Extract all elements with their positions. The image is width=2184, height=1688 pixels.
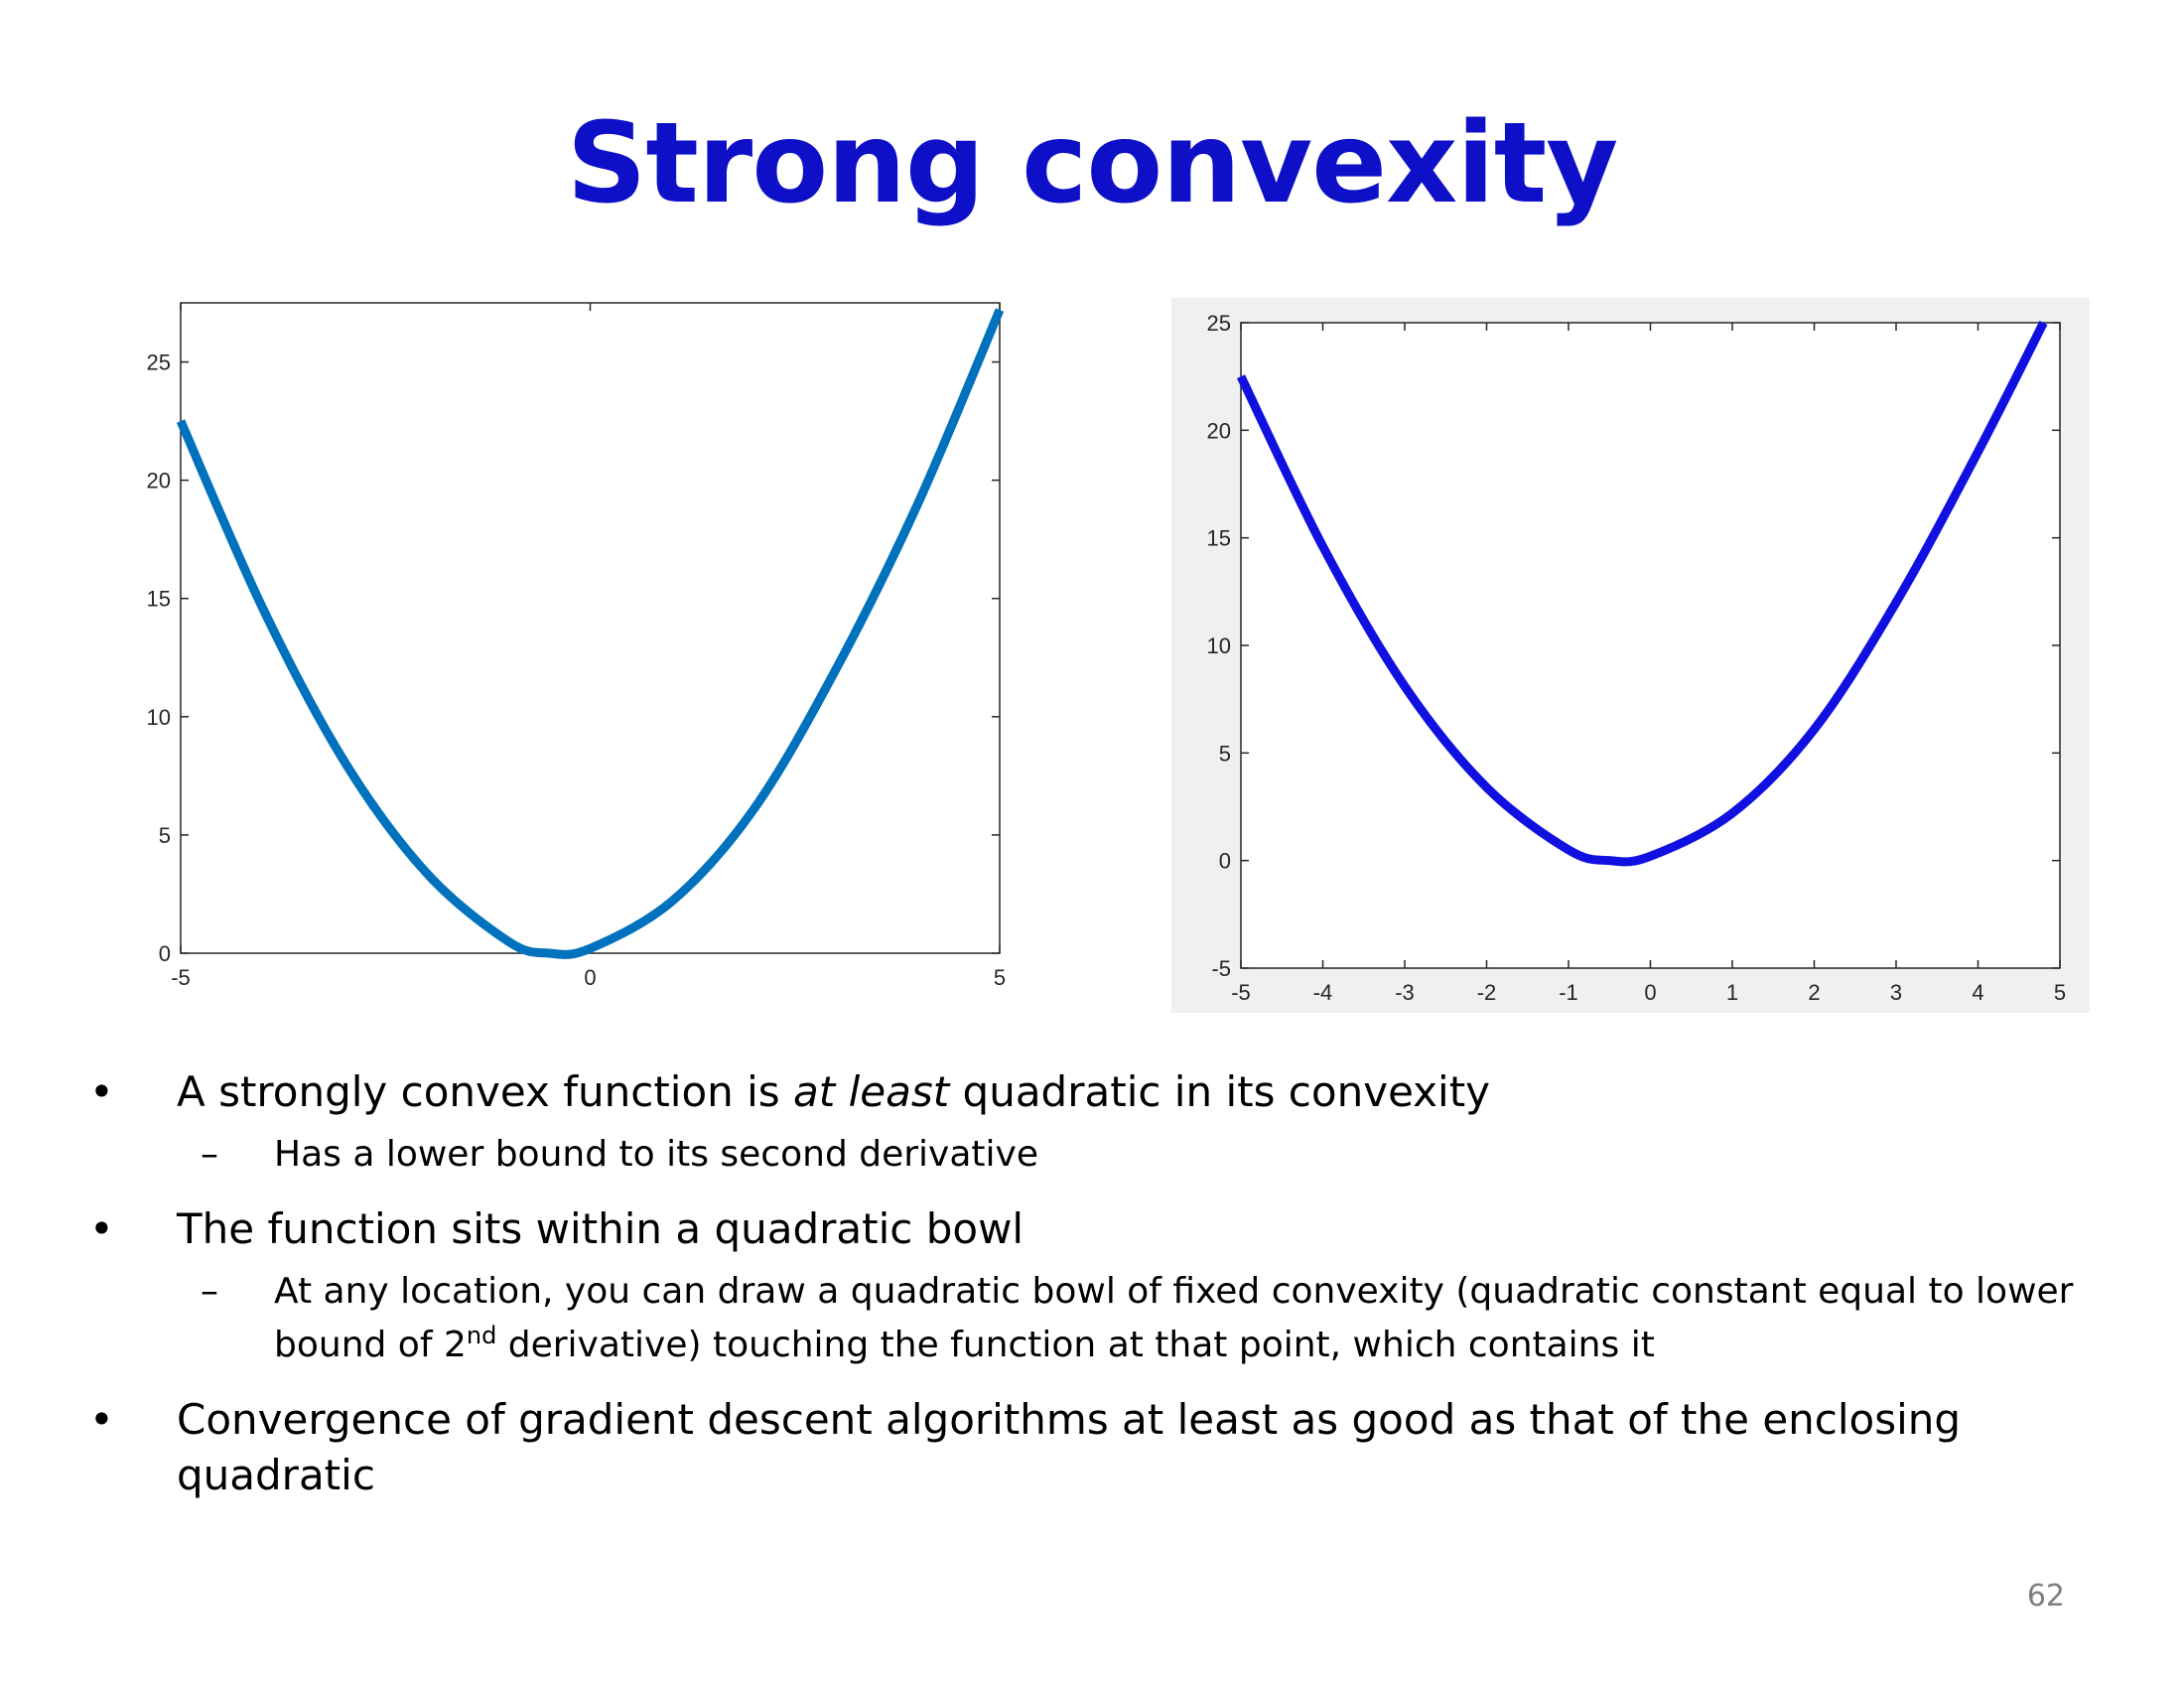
bullet-emphasis: at least xyxy=(793,1067,950,1116)
x-tick-label: 0 xyxy=(584,965,596,990)
x-tick-label: 5 xyxy=(2054,980,2066,1005)
series-line xyxy=(176,308,1005,959)
y-tick-label: 5 xyxy=(1219,741,1231,766)
x-tick-label: -5 xyxy=(1231,980,1251,1005)
bullet-text: The function sits within a quadratic bow… xyxy=(177,1204,1024,1253)
y-tick-label: 5 xyxy=(159,823,171,848)
dash-symbol: – xyxy=(201,1134,218,1175)
y-tick-label: 20 xyxy=(1207,418,1231,443)
sub-bullet-item: – Has a lower bound to its second deriva… xyxy=(89,1128,2105,1182)
sub-bullet-item: – At any location, you can draw a quadra… xyxy=(89,1265,2105,1372)
y-tick-label: 10 xyxy=(1207,633,1231,658)
dash-symbol: – xyxy=(201,1271,218,1312)
series-line xyxy=(1236,320,2048,867)
x-tick-label: -5 xyxy=(171,965,191,990)
x-tick-label: 5 xyxy=(994,965,1006,990)
x-tick-label: 2 xyxy=(1808,980,1820,1005)
page-number: 62 xyxy=(2026,1579,2065,1614)
bullet-item: • The function sits within a quadratic b… xyxy=(89,1201,2105,1257)
x-tick-label: 0 xyxy=(1644,980,1656,1005)
superscript: nd xyxy=(466,1322,497,1349)
bullet-text: Convergence of gradient descent algorith… xyxy=(177,1395,1962,1499)
bullet-item: • A strongly convex function is at least… xyxy=(89,1064,2105,1120)
sub-bullet-text: derivative) touching the function at tha… xyxy=(496,1325,1655,1365)
plot-area xyxy=(180,302,1001,954)
y-tick-label: 15 xyxy=(1207,526,1231,551)
bullet-symbol: • xyxy=(89,1067,114,1116)
bullet-list: • A strongly convex function is at least… xyxy=(89,1064,2105,1511)
x-tick-label: -4 xyxy=(1313,980,1333,1005)
sub-bullet-text: Has a lower bound to its second derivati… xyxy=(274,1134,1038,1175)
y-tick-label: 10 xyxy=(147,705,171,730)
slide-title: Strong convexity xyxy=(566,99,1619,228)
y-tick-label: 0 xyxy=(1219,849,1231,874)
bullet-item: • Convergence of gradient descent algori… xyxy=(89,1392,2105,1503)
y-tick-label: 20 xyxy=(147,469,171,493)
bullet-text: quadratic in its convexity xyxy=(949,1067,1491,1116)
x-tick-label: 1 xyxy=(1726,980,1738,1005)
x-tick-label: 3 xyxy=(1890,980,1902,1005)
y-tick-label: 25 xyxy=(147,351,171,375)
x-tick-label: -3 xyxy=(1395,980,1415,1005)
y-tick-label: 0 xyxy=(159,941,171,966)
chart-right: -5 -4 -3 -2 -1 0 1 2 3 4 5 -5 0 5 10 15 20 25 xyxy=(1171,298,2090,1013)
y-tick-label: 15 xyxy=(147,587,171,612)
sub-bullet-text: At any location, you can draw a quadrati… xyxy=(274,1271,2074,1365)
plot-area xyxy=(1240,322,2061,969)
bullet-symbol: • xyxy=(89,1204,114,1253)
x-tick-label: -2 xyxy=(1477,980,1497,1005)
x-tick-label: -1 xyxy=(1559,980,1578,1005)
x-tick-label: 4 xyxy=(1972,980,1983,1005)
bullet-text: A strongly convex function is xyxy=(177,1067,794,1116)
y-tick-label: 25 xyxy=(1207,311,1231,336)
bullet-symbol: • xyxy=(89,1395,114,1444)
y-tick-label: -5 xyxy=(1211,956,1231,981)
